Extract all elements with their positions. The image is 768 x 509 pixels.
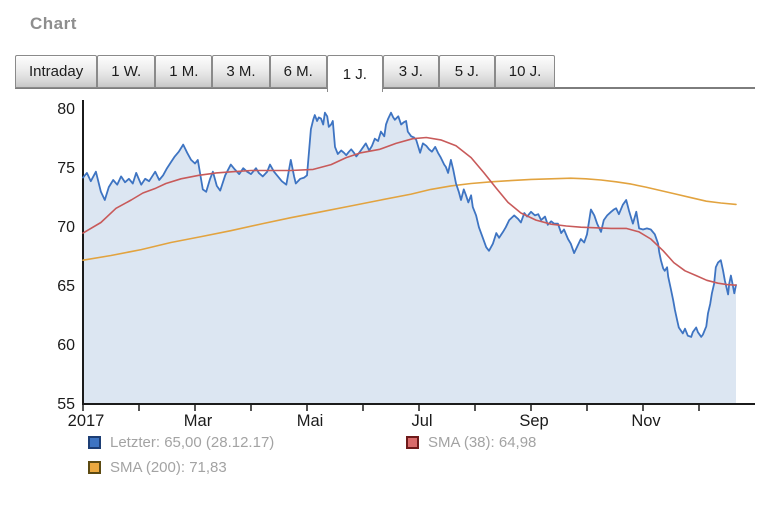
y-axis-label: 70	[57, 219, 75, 236]
y-axis-label: 55	[57, 396, 75, 413]
tab-3-m[interactable]: 3 M.	[212, 55, 270, 88]
x-axis-label: Sep	[519, 412, 548, 430]
y-axis-label: 65	[57, 278, 75, 295]
tab-6-m[interactable]: 6 M.	[269, 55, 327, 88]
tabbar-underline	[15, 87, 755, 89]
sma38-line	[82, 136, 737, 287]
y-axis-label: 80	[57, 101, 75, 118]
page-title: Chart	[30, 14, 77, 33]
legend-swatch-icon	[88, 436, 101, 449]
tab-5-j[interactable]: 5 J.	[438, 55, 495, 88]
tab-1-w[interactable]: 1 W.	[97, 55, 156, 88]
legend-swatch-icon	[406, 436, 419, 449]
price-area	[83, 112, 736, 404]
tab-10-j[interactable]: 10 J.	[494, 55, 556, 88]
legend-label: SMA (38): 64,98	[428, 434, 537, 451]
legend-item: SMA (200): 71,83	[88, 459, 227, 476]
price-line	[82, 111, 737, 338]
period-tabbar: Intraday 1 W. 1 M. 3 M. 6 M. 1 J. 3 J. 5 J. 10 J…	[15, 55, 556, 92]
x-axis-label: Mai	[297, 412, 324, 430]
legend-swatch-icon	[88, 461, 101, 474]
legend-label: SMA (200): 71,83	[110, 459, 227, 476]
legend-item: SMA (38): 64,98	[406, 434, 536, 451]
y-axis-label: 60	[57, 337, 75, 354]
legend-item: Letzter: 65,00 (28.12.17)	[88, 434, 274, 451]
tab-1-j[interactable]: 1 J.	[326, 55, 383, 92]
tab-intraday[interactable]: Intraday	[15, 55, 98, 88]
tab-1-m[interactable]: 1 M.	[155, 55, 213, 88]
x-axis-label: Mar	[184, 412, 213, 430]
tab-3-j[interactable]: 3 J.	[382, 55, 439, 88]
y-axis-label: 75	[57, 160, 75, 177]
chart-plot-area[interactable]	[83, 100, 735, 405]
x-axis-label: Nov	[631, 412, 661, 430]
x-axis-label: 2017	[68, 412, 105, 430]
legend-label: Letzter: 65,00 (28.12.17)	[110, 434, 275, 451]
x-axis-label: Jul	[411, 412, 432, 430]
